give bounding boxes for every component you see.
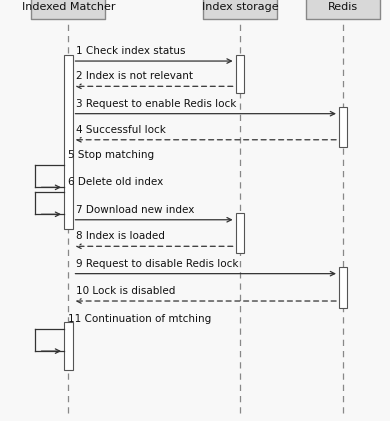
- Text: 7 Download new index: 7 Download new index: [76, 205, 195, 215]
- Text: 11 Continuation of mtching: 11 Continuation of mtching: [68, 314, 211, 324]
- Text: 1 Check index status: 1 Check index status: [76, 46, 186, 56]
- Text: Redis: Redis: [328, 3, 358, 12]
- Text: 10 Lock is disabled: 10 Lock is disabled: [76, 286, 176, 296]
- Text: 9 Request to disable Redis lock: 9 Request to disable Redis lock: [76, 258, 239, 269]
- Text: 3 Request to enable Redis lock: 3 Request to enable Redis lock: [76, 99, 237, 109]
- Bar: [339, 107, 347, 147]
- Bar: [203, 0, 277, 19]
- Text: 5 Stop matching: 5 Stop matching: [68, 150, 154, 160]
- Bar: [31, 0, 105, 19]
- Text: Indexed Matcher: Indexed Matcher: [21, 3, 115, 12]
- Text: 6 Delete old index: 6 Delete old index: [68, 177, 163, 187]
- Bar: [236, 213, 244, 253]
- Bar: [339, 267, 347, 308]
- Bar: [64, 322, 73, 370]
- Bar: [236, 55, 244, 93]
- Bar: [64, 55, 73, 229]
- Bar: [306, 0, 380, 19]
- Text: 4 Successful lock: 4 Successful lock: [76, 125, 166, 135]
- Text: Index storage: Index storage: [202, 3, 278, 12]
- Text: 2 Index is not relevant: 2 Index is not relevant: [76, 71, 193, 81]
- Text: 8 Index is loaded: 8 Index is loaded: [76, 231, 165, 241]
